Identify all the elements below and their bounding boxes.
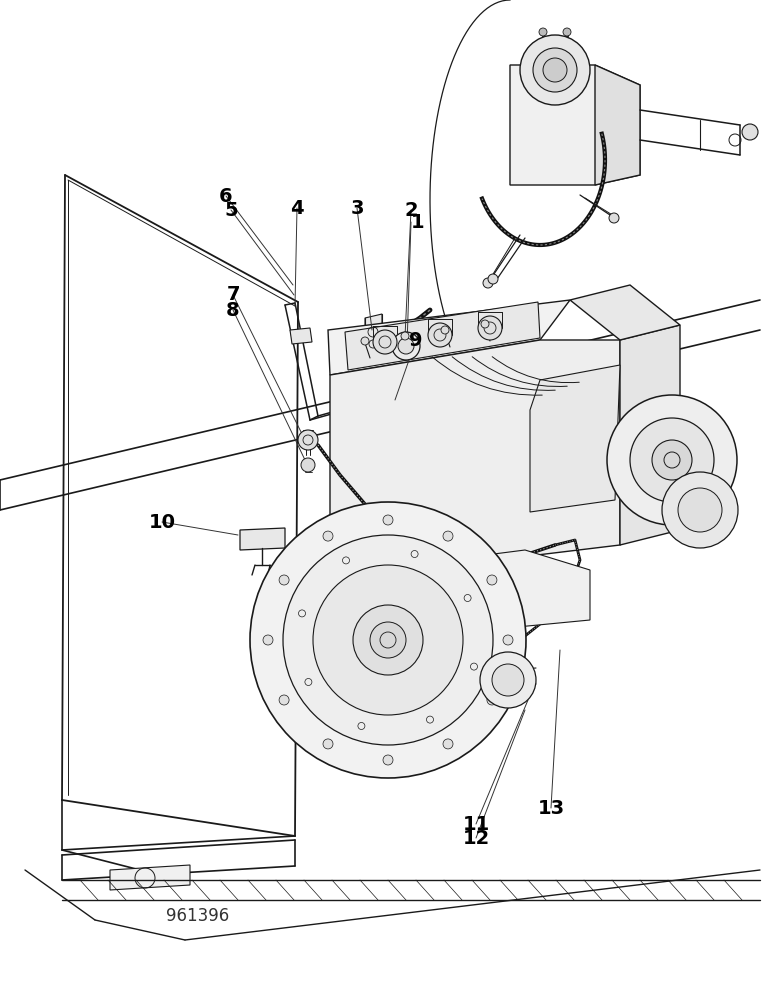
- Text: 1: 1: [411, 213, 425, 232]
- Circle shape: [301, 458, 315, 472]
- Circle shape: [323, 739, 333, 749]
- Polygon shape: [240, 528, 285, 550]
- Polygon shape: [345, 302, 540, 370]
- Circle shape: [742, 124, 758, 140]
- Circle shape: [478, 316, 502, 340]
- Circle shape: [609, 213, 619, 223]
- Circle shape: [392, 332, 420, 360]
- Circle shape: [630, 418, 714, 502]
- Circle shape: [480, 652, 536, 708]
- Circle shape: [263, 635, 273, 645]
- Text: 8: 8: [226, 300, 240, 320]
- Polygon shape: [365, 314, 382, 352]
- Text: 4: 4: [290, 198, 304, 218]
- Circle shape: [488, 274, 498, 284]
- Polygon shape: [290, 328, 312, 344]
- Circle shape: [353, 605, 423, 675]
- Circle shape: [383, 755, 393, 765]
- Circle shape: [492, 664, 524, 696]
- Circle shape: [652, 440, 692, 480]
- Circle shape: [313, 565, 463, 715]
- Circle shape: [250, 502, 526, 778]
- Circle shape: [441, 326, 449, 334]
- Circle shape: [481, 320, 489, 328]
- Polygon shape: [620, 325, 680, 545]
- Text: 9: 9: [409, 330, 423, 350]
- Text: 961396: 961396: [167, 907, 229, 925]
- Text: 5: 5: [224, 200, 238, 220]
- Polygon shape: [110, 865, 190, 890]
- Circle shape: [607, 395, 737, 525]
- Text: 10: 10: [148, 512, 175, 532]
- Circle shape: [443, 739, 453, 749]
- Circle shape: [370, 622, 406, 658]
- Polygon shape: [570, 285, 680, 340]
- Circle shape: [533, 48, 577, 92]
- Circle shape: [383, 515, 393, 525]
- Circle shape: [279, 695, 289, 705]
- Circle shape: [539, 28, 547, 36]
- Circle shape: [563, 28, 571, 36]
- Polygon shape: [330, 550, 590, 645]
- Polygon shape: [530, 365, 620, 512]
- Circle shape: [503, 635, 513, 645]
- Circle shape: [323, 531, 333, 541]
- Circle shape: [483, 278, 493, 288]
- Text: 7: 7: [226, 286, 240, 304]
- Polygon shape: [328, 300, 570, 375]
- Circle shape: [662, 472, 738, 548]
- Circle shape: [283, 535, 493, 745]
- Polygon shape: [330, 340, 620, 580]
- Text: 3: 3: [350, 198, 364, 218]
- Circle shape: [398, 338, 414, 354]
- Circle shape: [279, 575, 289, 585]
- Circle shape: [298, 430, 318, 450]
- Circle shape: [543, 58, 567, 82]
- Circle shape: [401, 332, 409, 340]
- Circle shape: [520, 35, 590, 105]
- Circle shape: [428, 323, 452, 347]
- Polygon shape: [595, 65, 640, 185]
- Text: 13: 13: [537, 798, 564, 818]
- Text: 12: 12: [462, 828, 489, 848]
- Circle shape: [443, 531, 453, 541]
- Circle shape: [487, 575, 497, 585]
- Text: 6: 6: [219, 186, 233, 206]
- Circle shape: [678, 488, 722, 532]
- Polygon shape: [510, 65, 640, 185]
- Circle shape: [487, 695, 497, 705]
- Text: 2: 2: [405, 200, 418, 220]
- Circle shape: [361, 337, 369, 345]
- Text: 11: 11: [462, 814, 489, 834]
- Circle shape: [373, 330, 397, 354]
